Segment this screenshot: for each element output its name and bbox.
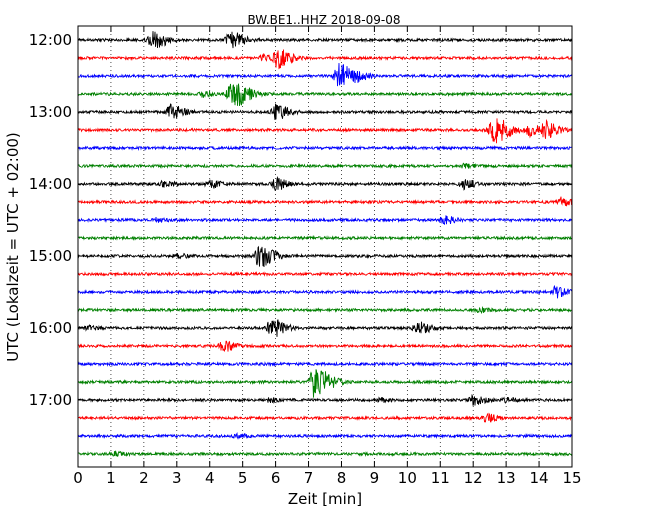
trace-1515 [77,270,573,277]
x-axis: 0 1 2 3 4 5 6 7 8 9 10 11 12 13 14 15 [73,26,582,487]
trace-1630 [77,360,573,367]
trace-1345 [77,162,573,170]
y-tick-label-4: 16:00 [29,319,72,337]
trace-1215 [77,49,573,70]
trace-1545 [77,305,573,315]
trace-1615 [77,340,573,352]
x-tick-label-3: 3 [172,469,182,487]
trace-1400 [77,175,573,191]
trace-1200 [77,31,573,49]
traces [77,31,573,458]
grid-lines [110,26,540,467]
x-tick-label-9: 9 [370,469,380,487]
trace-1715 [77,412,573,423]
trace-1415 [77,196,573,207]
trace-1445 [77,235,573,241]
chart-title: BW.BE1..HHZ 2018-09-08 [247,13,400,27]
plot-frame [77,25,573,468]
y-axis: 12:00 13:00 14:00 15:00 16:00 17:00 [29,31,572,409]
trace-1330 [77,144,573,152]
x-tick-label-14: 14 [530,469,549,487]
x-tick-label-11: 11 [431,469,450,487]
x-tick-label-5: 5 [238,469,248,487]
trace-1300 [77,103,573,121]
trace-1745 [77,450,573,458]
x-tick-label-0: 0 [73,469,83,487]
trace-1700 [77,393,573,406]
trace-1530 [77,284,573,299]
trace-1245 [77,83,573,106]
x-tick-label-15: 15 [562,469,581,487]
x-tick-label-2: 2 [139,469,149,487]
trace-1645 [77,369,573,398]
trace-1315 [77,118,573,144]
x-axis-label: Zeit [min] [288,490,362,508]
x-tick-label-7: 7 [304,469,314,487]
trace-1430 [77,215,573,225]
y-tick-label-3: 15:00 [29,247,72,265]
y-axis-label: UTC (Lokalzeit = UTC + 02:00) [4,132,22,362]
x-tick-label-6: 6 [271,469,281,487]
y-tick-label-2: 14:00 [29,175,72,193]
x-tick-label-10: 10 [398,469,417,487]
y-tick-label-1: 13:00 [29,103,72,121]
x-tick-label-13: 13 [497,469,516,487]
trace-1600 [77,319,573,337]
trace-1730 [77,432,573,440]
x-tick-label-4: 4 [205,469,215,487]
trace-1500 [77,245,573,268]
y-tick-label-5: 17:00 [29,391,72,409]
y-tick-label-0: 12:00 [29,31,72,49]
x-tick-label-12: 12 [464,469,483,487]
trace-1230 [77,63,573,87]
x-tick-label-1: 1 [106,469,116,487]
x-tick-label-8: 8 [337,469,347,487]
